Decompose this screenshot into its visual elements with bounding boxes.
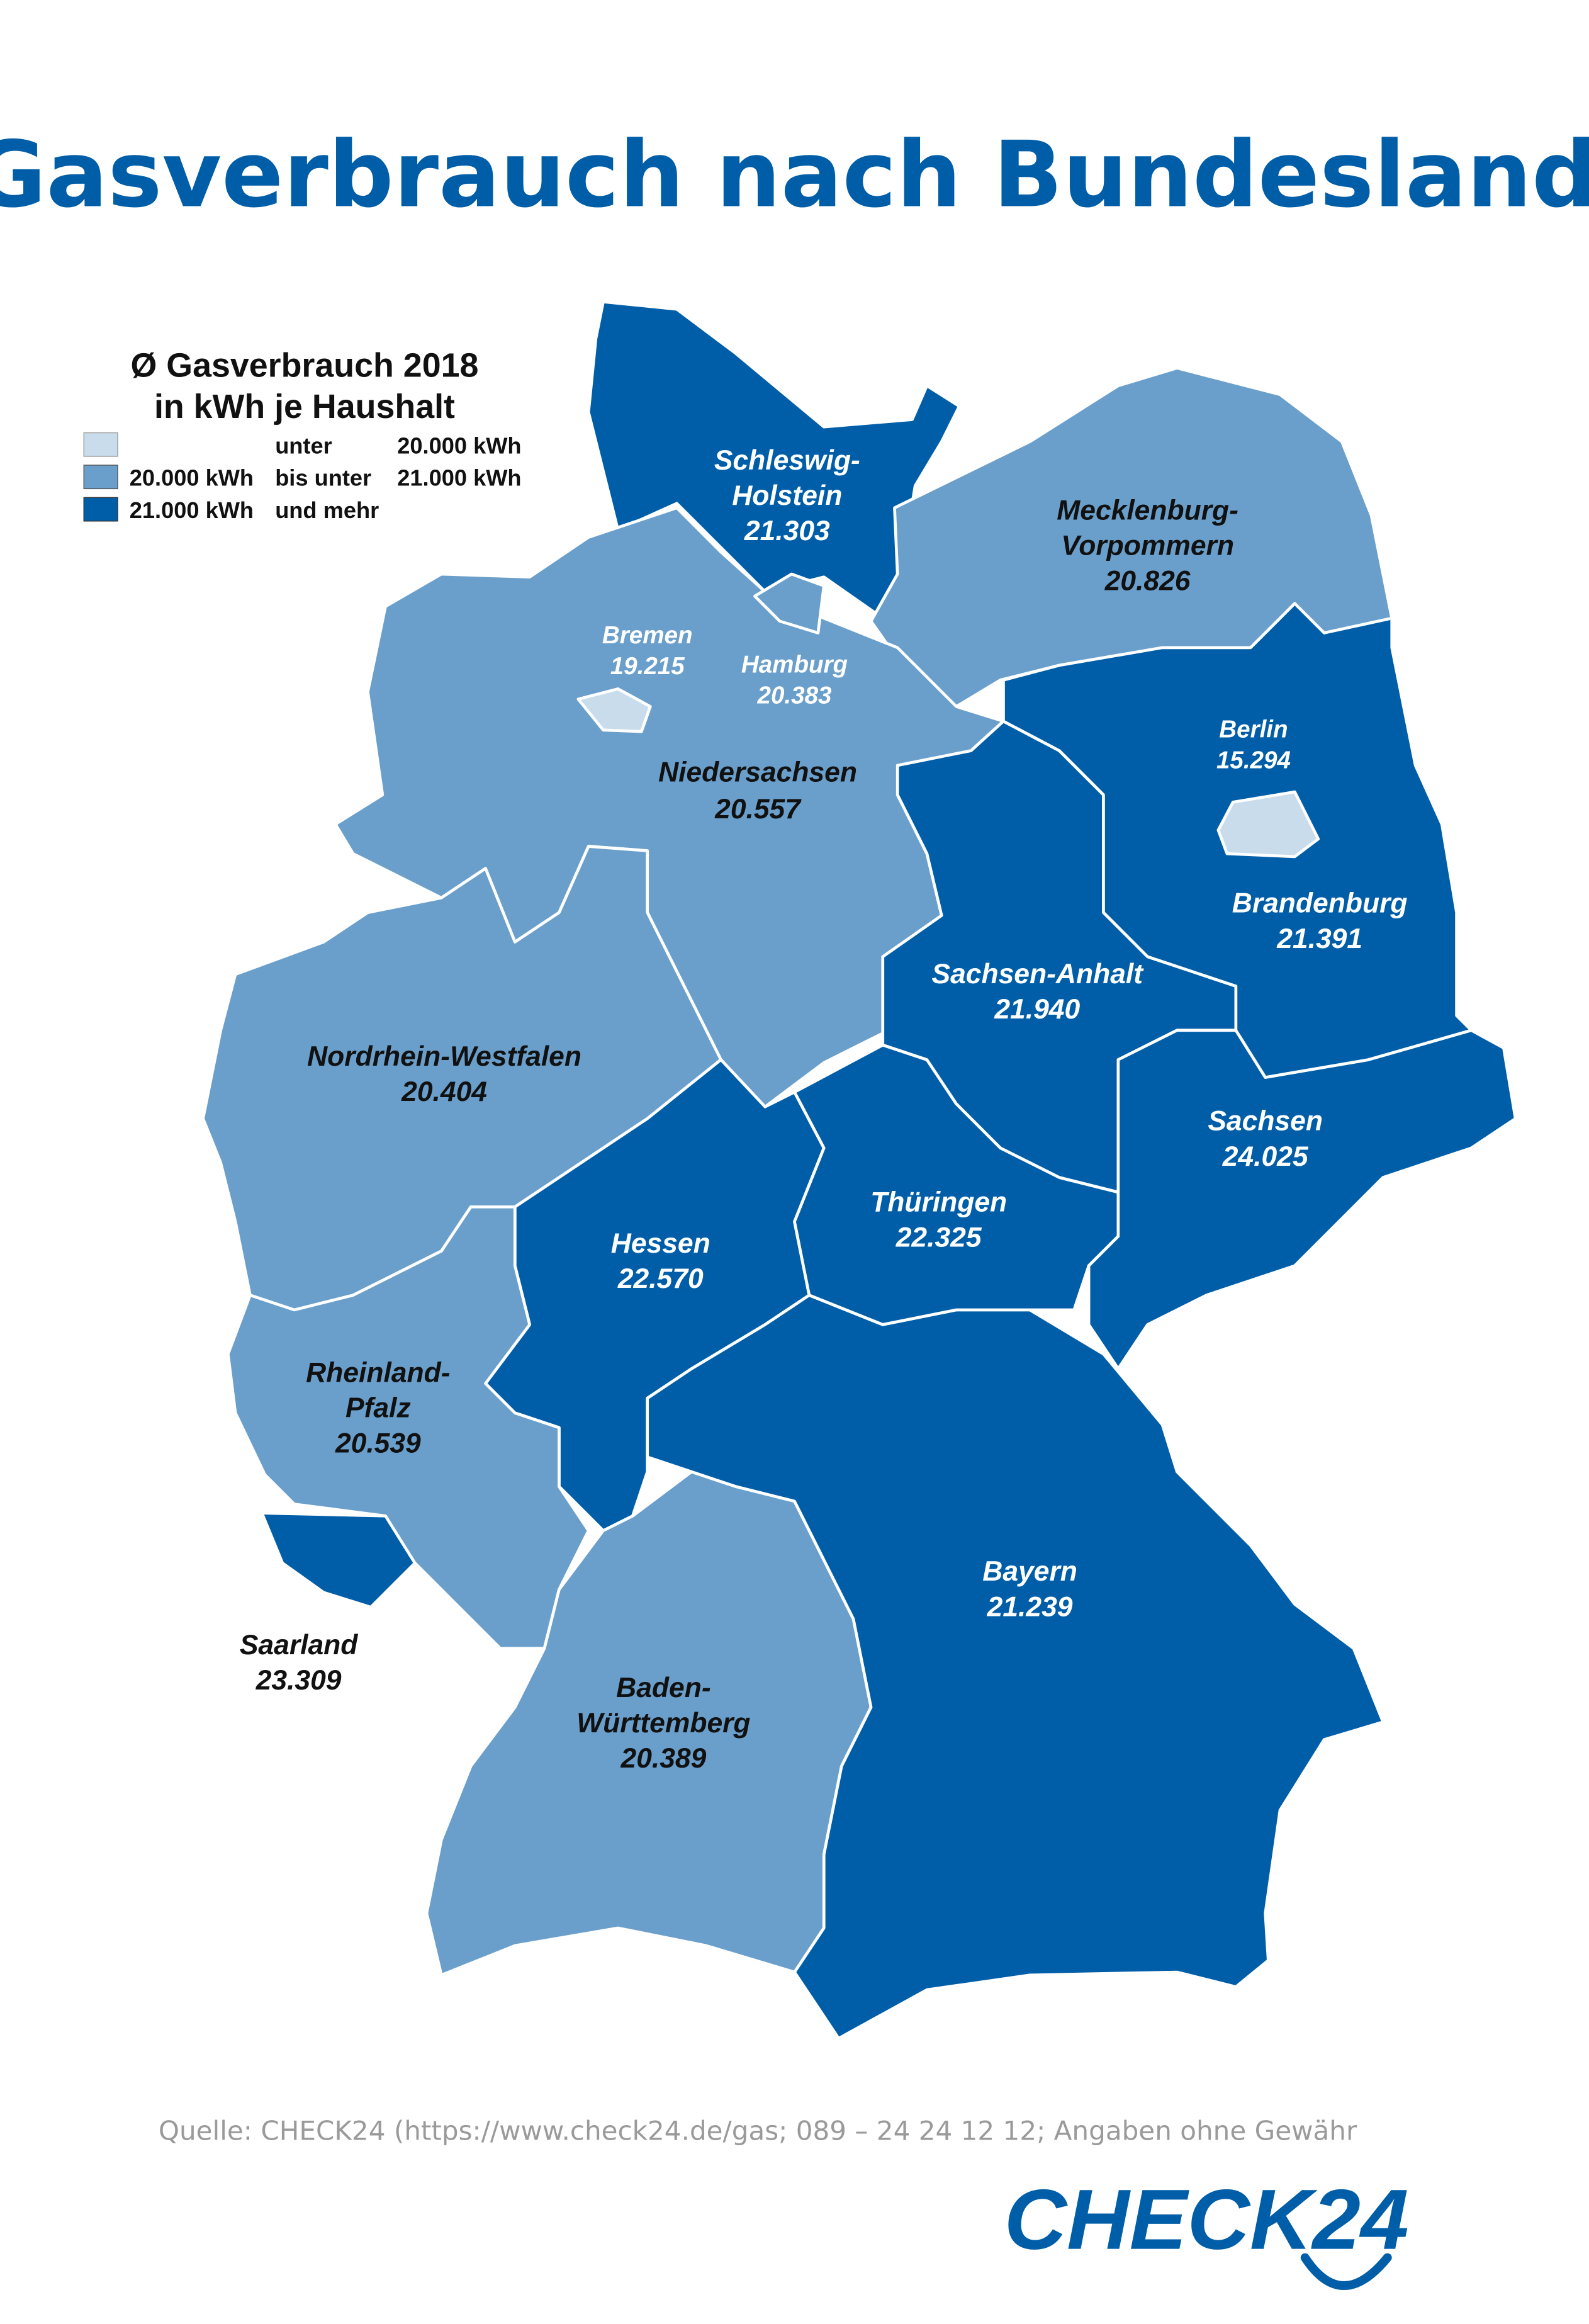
label-baden-wuerttemberg: Baden-Württemberg 20.389 [576,1672,750,1774]
smile-icon [1300,2253,1392,2291]
state-rheinland-pfalz [227,1205,590,1650]
label-hamburg: Hamburg 20.383 [741,652,848,709]
state-labels: Schleswig-Holstein 21.303 Mecklenburg-Vor… [240,445,1408,1774]
legend-title-line1: Ø Gasverbrauch 2018 [130,347,478,385]
source-note: Quelle: CHECK24 (https://www.check24.de/… [159,2116,1357,2146]
legend-low-mid: unter [275,432,332,458]
svg-text:CHECK24: CHECK24 [1004,2172,1409,2267]
label-saarland: Saarland 23.309 [240,1630,358,1696]
legend: Ø Gasverbrauch 2018 in kWh je Haushalt u… [83,347,522,523]
label-nordrhein-westfalen: Nordrhein-Westfalen 20.404 [307,1041,581,1107]
label-hessen: Hessen 22.570 [611,1228,710,1294]
state-sachsen [1087,1029,1517,1370]
page-title: Gasverbrauch nach Bundesland [0,121,1589,228]
legend-swatch-mid [83,465,118,490]
state-bremen [576,687,652,733]
state-berlin [1216,790,1320,859]
label-niedersachsen: Niedersachsen 20.557 [658,757,857,825]
state-saarland [260,1511,417,1609]
label-thueringen: Thüringen 22.325 [870,1187,1007,1253]
legend-mid-mid: bis unter [275,465,371,491]
state-hamburg [753,572,826,635]
legend-low-to: 20.000 kWh [397,432,521,458]
legend-high-from: 21.000 kWh [130,497,254,523]
legend-swatch-low [83,432,118,457]
legend-title-line2: in kWh je Haushalt [154,388,455,426]
label-sachsen: Sachsen 24.025 [1208,1106,1323,1172]
label-bremen: Bremen 19.215 [602,622,693,680]
legend-swatch-high [83,497,118,522]
label-berlin: Berlin 15.294 [1216,716,1291,774]
label-rheinland-pfalz: Rheinland-Pfalz 20.539 [306,1358,450,1459]
label-sachsen-anhalt: Sachsen-Anhalt 21.940 [931,959,1144,1025]
state-shapes [201,300,1517,2040]
label-mecklenburg-vorpommern: Mecklenburg-Vorpommern 20.826 [1057,495,1238,596]
label-brandenburg: Brandenburg 21.391 [1232,888,1408,954]
legend-mid-to: 21.000 kWh [397,465,521,491]
legend-mid-from: 20.000 kWh [130,465,254,491]
label-bayern: Bayern 21.239 [982,1556,1077,1622]
check24-logo: CHECK24 [1004,2172,1409,2291]
label-schleswig-holstein: Schleswig-Holstein 21.303 [714,445,860,546]
legend-high-mid: und mehr [275,497,379,523]
